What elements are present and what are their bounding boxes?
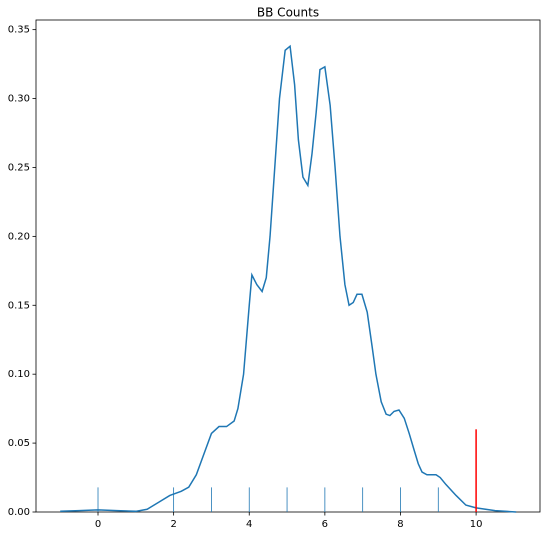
x-tick-label: 0 [95, 519, 101, 530]
y-tick-label: 0.35 [8, 25, 30, 36]
chart-title: BB Counts [257, 6, 319, 20]
x-tick-label: 2 [170, 519, 176, 530]
y-tick-label: 0.05 [8, 438, 30, 449]
x-tick-label: 6 [322, 519, 328, 530]
x-tick-label: 10 [470, 519, 483, 530]
x-tick-label: 4 [246, 519, 252, 530]
y-tick-label: 0.15 [8, 300, 30, 311]
y-tick-label: 0.20 [8, 231, 30, 242]
x-tick-label: 8 [397, 519, 403, 530]
density-line [60, 44, 517, 513]
y-tick-label: 0.00 [8, 507, 30, 518]
y-tick-label: 0.25 [8, 162, 30, 173]
y-tick-label: 0.10 [8, 369, 30, 380]
y-tick-label: 0.30 [8, 94, 30, 105]
plot-frame [35, 19, 541, 513]
